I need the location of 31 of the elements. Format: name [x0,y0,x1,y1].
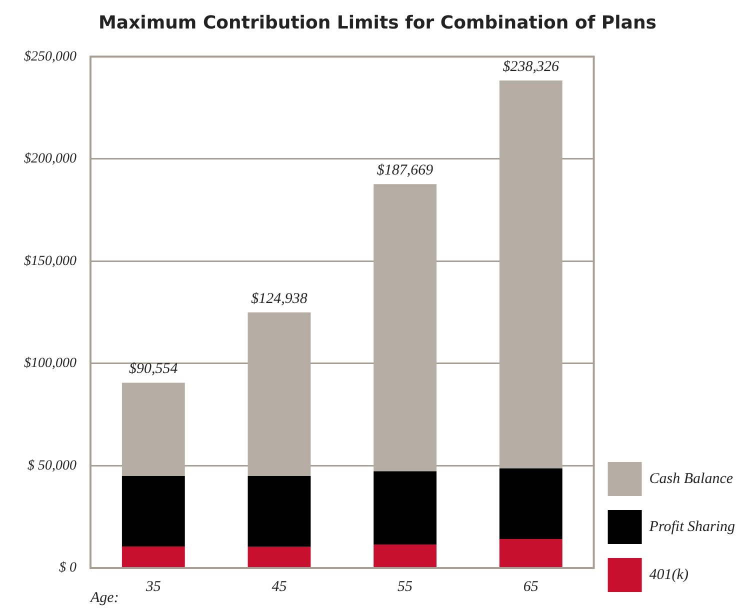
y-tick-label: $100,000 [24,356,76,372]
bar [499,80,562,468]
legend-label: Cash Balance [649,470,734,487]
total-label: $238,326 [502,58,560,75]
x-axis-title: Age: [90,590,119,606]
bar [122,546,185,568]
y-tick-label: $ 0 [59,560,76,576]
total-label: $187,669 [376,162,434,179]
bar [374,184,437,472]
y-tick-label: $200,000 [24,152,76,167]
x-tick-label: 35 [144,578,162,595]
bar [374,544,437,568]
bar [248,546,311,568]
x-tick-label: 65 [523,578,539,595]
x-tick-label: 55 [398,578,414,595]
bar [499,538,562,568]
y-tick-label: $250,000 [24,49,76,64]
legend-label: 401(k) [649,566,688,583]
bar [374,471,437,544]
total-label: $90,554 [129,361,178,378]
y-tick-label: $150,000 [24,254,76,269]
bar [122,476,185,547]
bar [499,468,562,539]
bar [248,476,311,547]
total-label: $124,938 [251,290,308,307]
x-tick-label: 45 [272,578,288,595]
bar [122,382,185,476]
legend-label: Profit Sharing [648,518,736,535]
bar [248,312,311,476]
chart-title: Maximum Contribution Limits for Combination of Plans [98,12,656,34]
y-tick-label: $ 50,000 [28,458,76,474]
